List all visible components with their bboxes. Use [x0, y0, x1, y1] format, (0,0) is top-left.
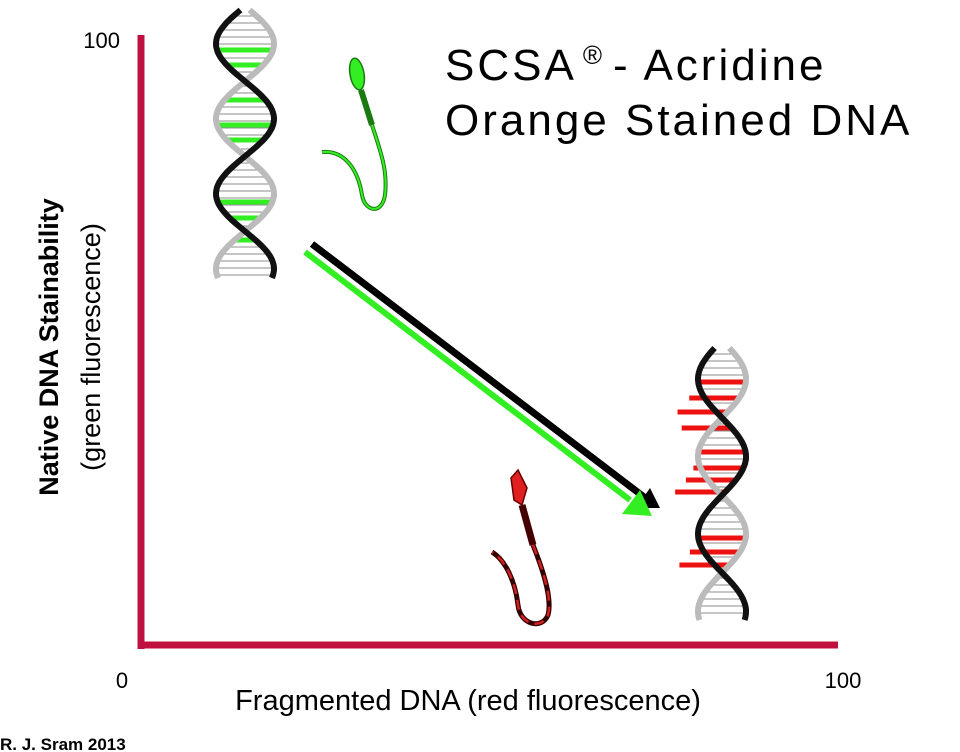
y-max-label: 100 [83, 28, 120, 53]
credit: R. J. Sram 2013 [0, 735, 126, 752]
dna-helix [675, 345, 750, 621]
artwork [212, 7, 750, 621]
dna-helix [212, 7, 278, 280]
dna-strand [694, 345, 749, 621]
x-max-label: 100 [825, 668, 862, 693]
title-line-2: Orange Stained DNA [445, 96, 912, 145]
intact-sperm [321, 57, 388, 211]
arrow-head [622, 490, 652, 516]
dna-strand [213, 7, 278, 280]
dna-strand [212, 7, 277, 280]
y-axis-label: Native DNA Stainability [34, 198, 64, 496]
arrow [303, 249, 632, 503]
title-text: - Acridine [613, 41, 826, 90]
title-line-1: SCSA ® - Acridine [445, 40, 826, 90]
title-text: SCSA [445, 41, 577, 90]
x-min-label: 0 [116, 668, 128, 693]
arrow-shadow [309, 241, 651, 503]
registered-mark: ® [583, 40, 605, 70]
fragmented-sperm [490, 468, 552, 627]
y-axis-label: (green fluorescence) [76, 223, 106, 471]
x-axis-label: Fragmented DNA (red fluorescence) [235, 685, 701, 717]
